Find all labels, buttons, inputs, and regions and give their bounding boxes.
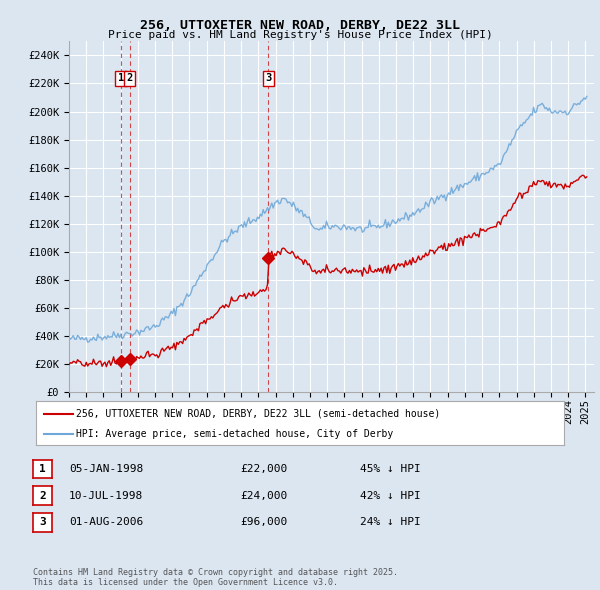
Text: 3: 3	[265, 73, 271, 83]
Text: £24,000: £24,000	[240, 491, 287, 500]
Text: Contains HM Land Registry data © Crown copyright and database right 2025.
This d: Contains HM Land Registry data © Crown c…	[33, 568, 398, 587]
Text: 256, UTTOXETER NEW ROAD, DERBY, DE22 3LL (semi-detached house): 256, UTTOXETER NEW ROAD, DERBY, DE22 3LL…	[76, 409, 440, 418]
Text: 2: 2	[39, 491, 46, 500]
Text: HPI: Average price, semi-detached house, City of Derby: HPI: Average price, semi-detached house,…	[76, 430, 393, 440]
Text: 42% ↓ HPI: 42% ↓ HPI	[360, 491, 421, 500]
Text: 256, UTTOXETER NEW ROAD, DERBY, DE22 3LL: 256, UTTOXETER NEW ROAD, DERBY, DE22 3LL	[140, 19, 460, 32]
Text: 3: 3	[39, 517, 46, 527]
Text: 1: 1	[118, 73, 124, 83]
Text: 10-JUL-1998: 10-JUL-1998	[69, 491, 143, 500]
Text: 05-JAN-1998: 05-JAN-1998	[69, 464, 143, 474]
Text: 45% ↓ HPI: 45% ↓ HPI	[360, 464, 421, 474]
Text: 01-AUG-2006: 01-AUG-2006	[69, 517, 143, 527]
Text: 2: 2	[127, 73, 133, 83]
Text: £22,000: £22,000	[240, 464, 287, 474]
Text: 24% ↓ HPI: 24% ↓ HPI	[360, 517, 421, 527]
Text: 1: 1	[39, 464, 46, 474]
Text: £96,000: £96,000	[240, 517, 287, 527]
Text: Price paid vs. HM Land Registry's House Price Index (HPI): Price paid vs. HM Land Registry's House …	[107, 30, 493, 40]
